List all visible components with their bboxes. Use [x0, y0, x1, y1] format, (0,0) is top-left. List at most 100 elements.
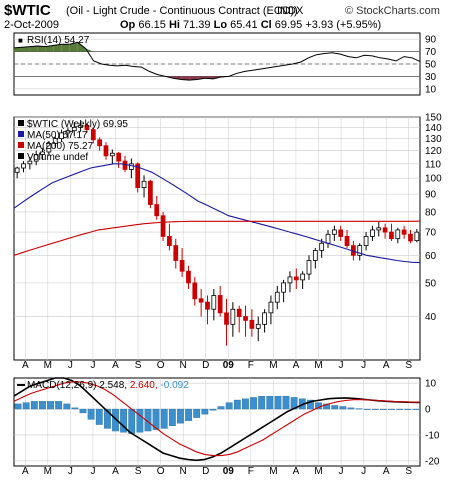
- rsi-tick-label: 10: [425, 84, 437, 95]
- candle-body: [97, 139, 103, 147]
- price-x-tick-label: M: [44, 360, 52, 371]
- close-value: 69.95: [274, 19, 303, 31]
- macd-histogram-bar: [209, 408, 217, 411]
- high-label: Hi: [168, 19, 180, 31]
- rsi-overbought-fill: [69, 42, 78, 52]
- macd-tick-label: 10: [425, 379, 437, 390]
- price-legend-swatch: [18, 153, 24, 159]
- rsi-overbought-fill: [53, 44, 62, 52]
- candle-body: [363, 236, 369, 247]
- candle-body: [249, 319, 255, 329]
- macd-histogram-bar: [242, 398, 249, 410]
- macd-histogram-bar: [39, 401, 46, 410]
- candle-body: [160, 215, 166, 237]
- candle-body: [135, 163, 141, 188]
- macd-legend-part: 2.548,: [99, 380, 130, 391]
- price-legend-swatch: [18, 131, 24, 137]
- candle-body: [255, 323, 261, 329]
- candle-body: [287, 276, 293, 284]
- macd-histogram-bar: [144, 408, 152, 432]
- candle-body: [90, 129, 96, 141]
- candle-body: [141, 180, 147, 188]
- macd-histogram-bar: [404, 408, 412, 410]
- price-x-tick-label: J: [361, 360, 366, 371]
- candle-body: [46, 142, 52, 153]
- rsi-legend-swatch: ■: [18, 36, 23, 45]
- price-x-tick-label: A: [293, 360, 300, 371]
- macd-x-tick-label: O: [157, 466, 165, 477]
- macd-x-tick-label: J: [68, 466, 73, 477]
- macd-histogram-bar: [306, 399, 314, 410]
- macd-x-tick-label: D: [202, 466, 209, 477]
- candle-body: [319, 242, 325, 251]
- instrument-name: (Oil - Light Crude - Continuous Contract…: [66, 5, 298, 17]
- price-tick-label: 90: [425, 190, 437, 201]
- quote-summary: Op 66.15 Hi 71.39 Lo 65.41 Cl 69.95 +3.9…: [120, 19, 381, 31]
- candle-body: [382, 227, 388, 233]
- rsi-tick-label: 50: [425, 60, 437, 71]
- macd-x-tick-label: A: [383, 466, 390, 477]
- macd-histogram-bar: [193, 408, 201, 418]
- macd-histogram-bar: [363, 408, 371, 410]
- candle-body: [198, 298, 204, 303]
- macd-x-tick-label: J: [90, 466, 95, 477]
- macd-x-tick-label: A: [22, 466, 29, 477]
- macd-tick-label: 0: [425, 405, 431, 416]
- candle-body: [331, 229, 337, 235]
- candle-body: [370, 229, 375, 237]
- low-value: 65.41: [230, 19, 258, 31]
- macd-histogram-bar: [168, 408, 176, 427]
- macd-histogram-bar: [347, 407, 355, 410]
- candle-body: [230, 308, 236, 325]
- candle-body: [395, 229, 401, 240]
- low-label: Lo: [213, 19, 228, 31]
- price-x-tick-label: A: [383, 360, 390, 371]
- macd-x-tick-label: M: [269, 466, 277, 477]
- macd-histogram-bar: [339, 406, 347, 410]
- candle-body: [103, 145, 109, 157]
- candle-body: [59, 132, 64, 140]
- rsi-overbought-fill: [21, 46, 30, 52]
- price-x-tick-label: A: [112, 360, 119, 371]
- price-tick-label: 130: [425, 134, 442, 145]
- rsi-overbought-fill: [61, 44, 70, 52]
- signal-line: [13, 381, 421, 457]
- macd-histogram-bar: [30, 401, 38, 410]
- rsi-legend-text: RSI(14) 54.27: [27, 35, 90, 46]
- price-x-tick-label: D: [202, 360, 209, 371]
- candle-body: [312, 249, 318, 261]
- macd-tick-label: -20: [425, 456, 440, 467]
- macd-histogram-bar: [185, 408, 192, 421]
- change-value: +3.93 (+5.95%): [305, 19, 382, 31]
- macd-histogram-bar: [225, 402, 233, 410]
- price-tick-label: 150: [425, 113, 442, 124]
- candle-body: [205, 301, 210, 310]
- macd-histogram-bar: [177, 408, 184, 424]
- price-x-tick-label: J: [68, 360, 73, 371]
- price-legend-text: $WTIC (Weekly) 69.95: [27, 119, 128, 130]
- macd-x-tick-label: A: [112, 466, 119, 477]
- macd-legend-text: MACD(12,26,9) 2.548, 2.640, -0.092: [27, 380, 189, 391]
- price-tick-label: 80: [425, 207, 437, 218]
- macd-histogram-bar: [55, 401, 63, 410]
- candle-body: [78, 124, 83, 128]
- macd-histogram-bar: [103, 408, 111, 429]
- candle-body: [186, 270, 191, 284]
- candle-body: [389, 231, 394, 240]
- macd-histogram-bar: [396, 408, 404, 410]
- candle-body: [274, 291, 280, 303]
- macd-histogram-bar: [371, 408, 379, 410]
- candle-body: [262, 312, 267, 325]
- macd-histogram-bar: [412, 408, 420, 410]
- price-x-tick-label: J: [339, 360, 344, 371]
- macd-legend-part: MACD(12,26,9): [27, 380, 99, 391]
- candle-body: [224, 312, 229, 325]
- macd-histogram-bar: [217, 406, 225, 410]
- macd-histogram-bar: [233, 399, 241, 410]
- macd-x-tick-label: F: [248, 466, 254, 477]
- ticker-symbol: $WTIC: [4, 2, 51, 19]
- candle-body: [167, 236, 172, 247]
- price-x-tick-label: S: [405, 360, 412, 371]
- macd-tick-label: -10: [425, 430, 440, 441]
